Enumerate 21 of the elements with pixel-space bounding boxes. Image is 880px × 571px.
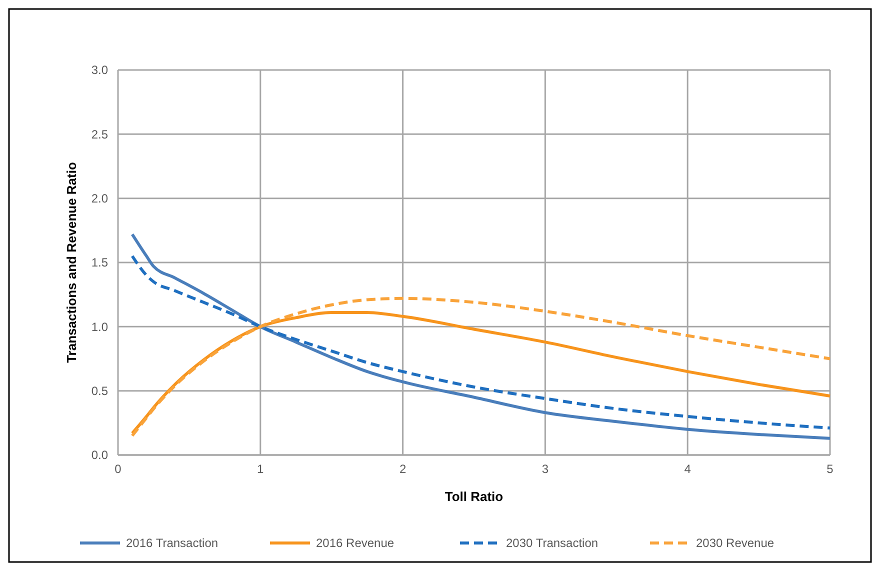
legend-label: 2030 Revenue bbox=[696, 536, 774, 550]
x-tick-label: 4 bbox=[684, 462, 692, 476]
x-tick-label: 0 bbox=[114, 462, 122, 476]
line-series bbox=[130, 254, 832, 430]
x-axis-title: Toll Ratio bbox=[444, 489, 504, 504]
y-tick-label: 0.0 bbox=[91, 448, 108, 462]
legend-label: 2016 Revenue bbox=[316, 536, 394, 550]
y-axis-title: Transactions and Revenue Ratio bbox=[64, 162, 79, 363]
x-tick-label: 1 bbox=[257, 462, 264, 476]
y-tick-label: 3.0 bbox=[91, 63, 108, 78]
legend-label: 2016 Transaction bbox=[126, 536, 218, 550]
y-tick-label: 1.0 bbox=[91, 320, 108, 334]
legend-label: 2030 Transaction bbox=[506, 536, 598, 550]
x-tick-label: 2 bbox=[399, 462, 406, 476]
x-tick-label: 3 bbox=[542, 462, 549, 476]
y-tick-label: 1.5 bbox=[91, 256, 108, 270]
y-tick-label: 2.5 bbox=[91, 127, 108, 142]
x-tick-label: 5 bbox=[826, 462, 834, 476]
y-tick-label: 2.0 bbox=[91, 192, 108, 206]
y-tick-label: 0.5 bbox=[91, 384, 108, 398]
line-series bbox=[130, 232, 832, 440]
